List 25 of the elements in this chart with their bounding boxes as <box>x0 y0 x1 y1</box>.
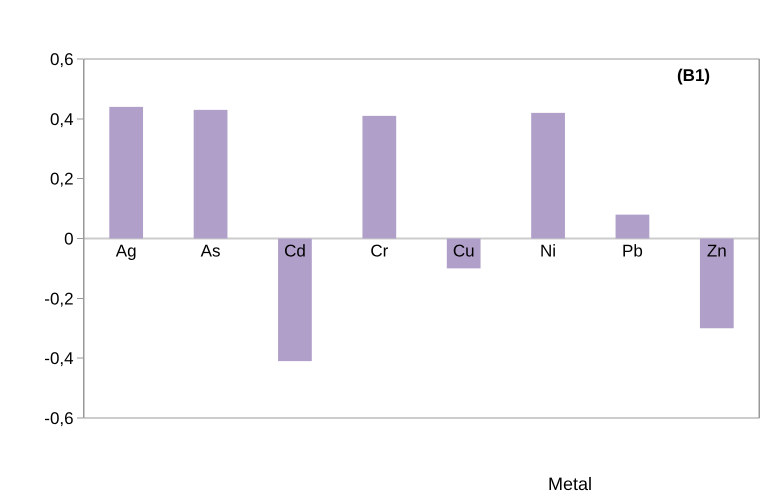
x-tick-label: Cu <box>452 242 475 260</box>
chart-title: (B1) <box>677 66 710 85</box>
bar <box>616 214 650 238</box>
bar <box>700 238 734 328</box>
x-tick-label: As <box>200 242 220 260</box>
y-tick-label: 0 <box>64 229 74 248</box>
y-tick-label: -0,2 <box>44 289 74 308</box>
y-tick-label: 0,4 <box>50 110 74 129</box>
y-tick-label: -0,4 <box>44 349 74 368</box>
bar <box>109 106 144 238</box>
x-tick-label: Zn <box>706 242 727 260</box>
x-tick-label: Cr <box>370 242 389 260</box>
x-axis-title: Metal <box>548 474 592 494</box>
x-tick-label: Pb <box>622 242 643 260</box>
bar <box>362 116 396 238</box>
bar <box>531 112 565 238</box>
bar <box>278 238 312 362</box>
x-tick-label: Ag <box>116 242 137 260</box>
bar <box>446 238 481 268</box>
x-tick-label: Ni <box>540 242 556 260</box>
x-tick-label: Cd <box>284 242 306 260</box>
y-tick-label: -0,6 <box>44 408 74 428</box>
y-tick-label: 0,6 <box>50 50 74 69</box>
y-tick-label: 0,2 <box>50 170 74 189</box>
bar <box>194 110 228 238</box>
